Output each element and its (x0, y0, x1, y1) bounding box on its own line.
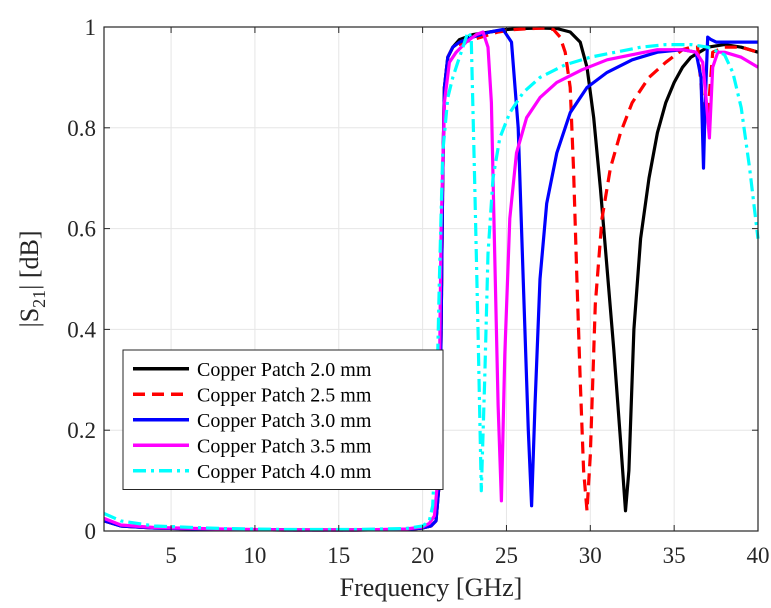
x-tick-label: 40 (747, 543, 770, 568)
x-tick-label: 15 (327, 543, 350, 568)
legend: Copper Patch 2.0 mm Copper Patch 2.5 mm Co… (122, 349, 444, 490)
axis-ticks: 5 10 15 20 25 30 35 40 0 0.2 0.4 0.6 0.8 1 (67, 15, 769, 568)
y-tick-label: 0.2 (67, 418, 96, 443)
y-axis-label: |S21| [dB] (15, 230, 49, 327)
y-tick-label: 1 (85, 15, 97, 40)
x-tick-label: 25 (495, 543, 518, 568)
legend-label-5: Copper Patch 4.0 mm (197, 461, 372, 483)
y-axis-label-pre: |S (15, 308, 44, 328)
legend-label-4: Copper Patch 3.5 mm (197, 435, 372, 457)
legend-label-3: Copper Patch 3.0 mm (197, 410, 372, 432)
legend-label-2: Copper Patch 2.5 mm (197, 384, 372, 406)
y-tick-label: 0.4 (67, 317, 96, 342)
legend-items: Copper Patch 2.0 mm Copper Patch 2.5 mm Co… (133, 359, 372, 483)
y-tick-label: 0.6 (67, 217, 96, 242)
y-tick-label: 0.8 (67, 116, 96, 141)
x-axis-label: Frequency [GHz] (340, 573, 523, 602)
series-line-5 (103, 30, 760, 532)
x-tick-label: 20 (411, 543, 434, 568)
y-axis-label-sub: 21 (29, 290, 49, 308)
x-tick-label: 35 (663, 543, 686, 568)
plot-frame (103, 26, 759, 532)
y-axis-label-post: | [dB] (15, 230, 44, 289)
x-tick-label: 30 (579, 543, 602, 568)
x-tick-label: 10 (243, 543, 266, 568)
x-tick-label: 5 (165, 543, 177, 568)
y-tick-label: 0 (85, 519, 97, 544)
legend-label-1: Copper Patch 2.0 mm (197, 359, 372, 381)
plot-series (103, 26, 760, 532)
series-line-3 (103, 27, 758, 532)
